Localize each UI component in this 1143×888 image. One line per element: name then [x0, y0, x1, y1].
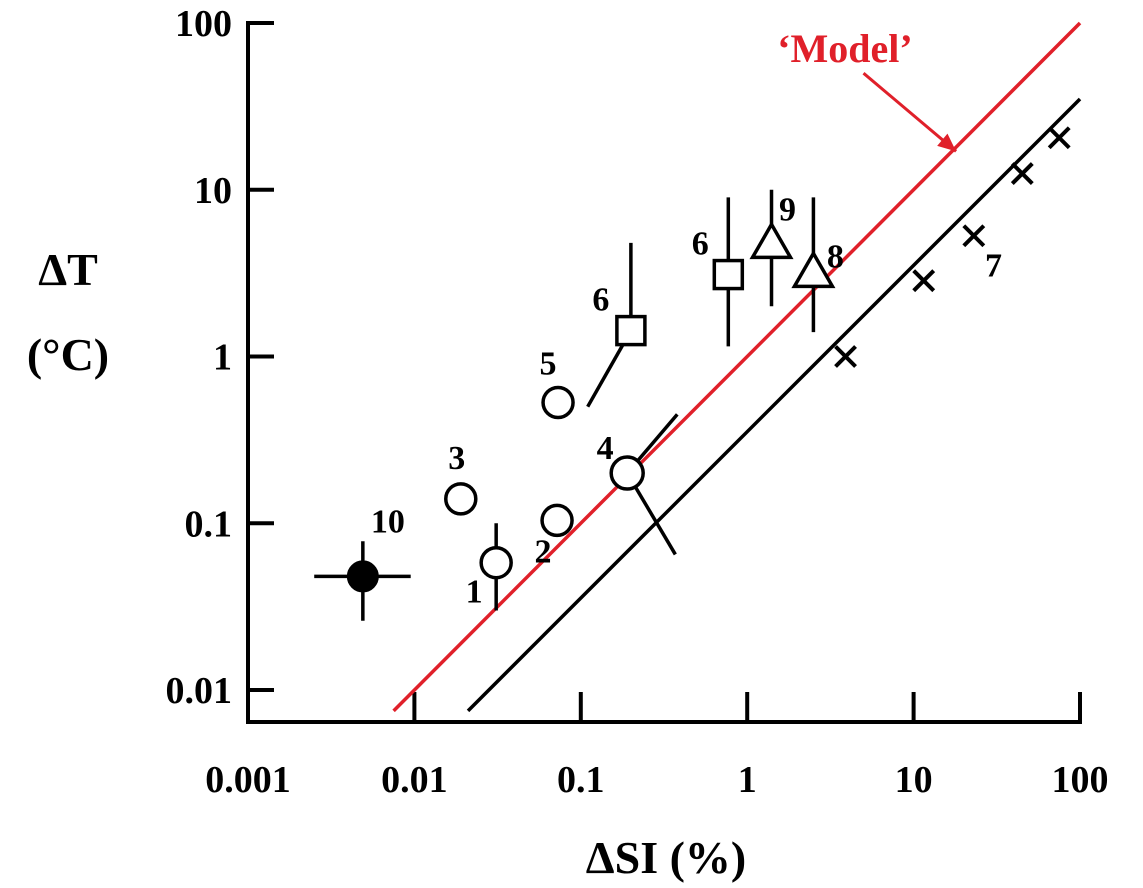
point-cross — [962, 224, 986, 248]
x-tick-label: 1 — [738, 759, 757, 801]
point-open-square — [615, 314, 647, 347]
point-open-circle — [541, 385, 575, 420]
x-tick-label: 10 — [895, 759, 933, 801]
point-label: 2 — [535, 533, 552, 570]
point-open-square — [712, 258, 745, 291]
point-open-circle — [444, 482, 478, 516]
point-cross — [834, 345, 857, 368]
point-label: 4 — [597, 430, 614, 467]
point-cross — [912, 269, 936, 293]
y-tick-label: 0.01 — [166, 670, 233, 712]
data-points — [314, 126, 1071, 621]
model-label: ‘Model’ — [777, 26, 913, 71]
point-label: 6 — [592, 282, 609, 319]
point-label: 10 — [371, 503, 405, 540]
point-cross — [1047, 126, 1071, 150]
point-open-circle — [609, 455, 645, 491]
point-open-circle — [479, 545, 513, 580]
x-tick-label: 100 — [1052, 759, 1109, 801]
black-fit-line — [466, 97, 1082, 713]
point-label: 3 — [448, 440, 465, 477]
point-label: 1 — [466, 574, 483, 611]
y-tick-label: 100 — [175, 3, 232, 45]
x-axis-label: ΔSI (%) — [586, 832, 746, 883]
point-cross — [1010, 162, 1034, 186]
point-label: 6 — [692, 226, 709, 263]
x-tick-label: 0.1 — [557, 759, 605, 801]
point-label: 7 — [985, 248, 1002, 285]
y-tick-label: 1 — [213, 337, 232, 379]
model-arrow — [862, 72, 958, 153]
model-arrow-head — [937, 133, 957, 152]
axes — [246, 21, 1082, 724]
point-filled-circle — [346, 560, 379, 593]
y-ticks: 0.01 0.1 1 10 100 — [166, 3, 274, 712]
y-axis-label-line1: ΔT — [38, 244, 98, 295]
point-label: 9 — [779, 191, 796, 228]
y-tick-label: 0.1 — [185, 503, 233, 545]
model-line — [392, 21, 1082, 713]
x-ticks: 0.001 0.01 0.1 1 10 100 — [205, 692, 1109, 801]
x-tick-label: 0.001 — [205, 759, 291, 801]
point-open-triangle — [791, 249, 836, 289]
y-tick-label: 10 — [194, 170, 232, 212]
point-open-triangle — [749, 220, 794, 260]
y-axis-label-line2: (°C) — [27, 329, 109, 380]
reference-lines — [392, 21, 1082, 713]
point-label: 8 — [827, 238, 844, 275]
x-tick-label: 0.01 — [381, 759, 448, 801]
point-open-circle — [540, 503, 574, 538]
point-label: 5 — [540, 345, 557, 382]
